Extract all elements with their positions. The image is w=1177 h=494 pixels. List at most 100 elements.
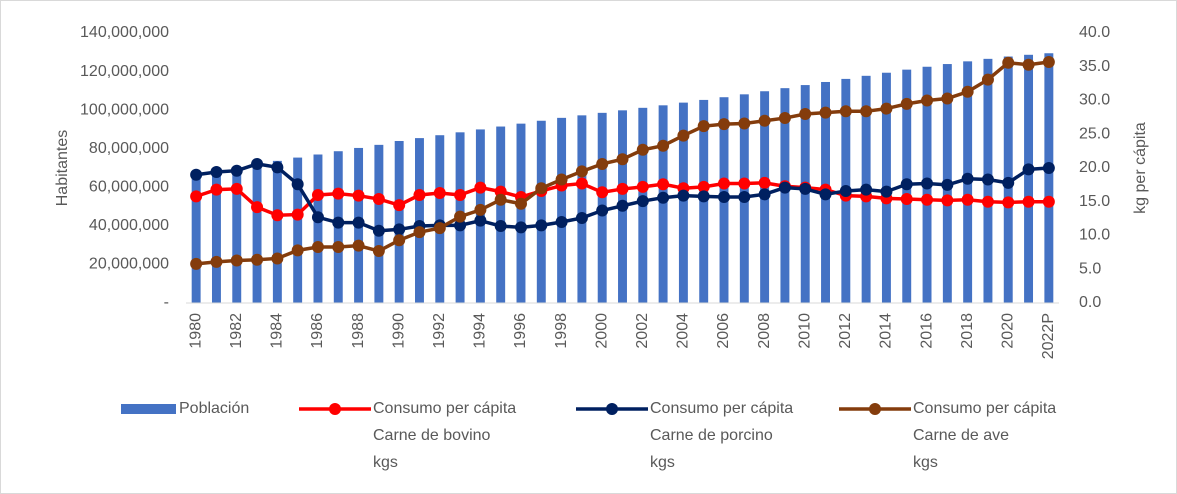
y2-tick-label: 5.0 (1079, 260, 1101, 277)
marker (596, 157, 609, 170)
marker (352, 239, 365, 252)
marker (860, 183, 873, 196)
marker (494, 193, 507, 206)
y2-tick-label: 40.0 (1079, 24, 1110, 41)
legend-label: Consumo per cápita Carne de ave kgs (913, 400, 1057, 471)
marker (311, 211, 324, 224)
bar (577, 115, 587, 303)
marker (575, 211, 588, 224)
marker (860, 105, 873, 118)
marker (1042, 162, 1055, 174)
marker (1002, 56, 1015, 69)
marker (738, 117, 751, 130)
marker (718, 191, 731, 204)
marker (1022, 195, 1035, 208)
marker (271, 252, 284, 265)
bar (211, 170, 221, 303)
marker (210, 183, 223, 196)
marker (921, 193, 934, 206)
marker (1042, 195, 1055, 208)
marker (880, 185, 893, 198)
marker (596, 204, 609, 217)
marker (1022, 58, 1035, 71)
marker (677, 189, 690, 202)
marker (575, 177, 588, 190)
marker (332, 216, 345, 229)
marker (778, 181, 791, 194)
marker (758, 114, 771, 127)
marker (311, 189, 324, 201)
marker (454, 210, 467, 223)
x-tick-label: 1996 (512, 313, 529, 349)
marker (961, 85, 974, 98)
marker (636, 195, 649, 208)
marker (230, 164, 243, 177)
marker (799, 108, 812, 120)
x-tick-label: 2016 (918, 313, 935, 349)
marker (190, 257, 203, 270)
marker (616, 199, 629, 212)
marker (454, 219, 467, 232)
x-tick-label: 2002 (634, 313, 651, 349)
y-tick-label: 140,000,000 (80, 24, 169, 41)
marker (555, 173, 568, 186)
bar (557, 117, 567, 303)
marker (596, 186, 609, 199)
marker (514, 197, 527, 210)
marker (900, 193, 913, 206)
x-tick-label: 1980 (187, 313, 204, 349)
marker (474, 203, 487, 216)
x-tick-label: 2014 (878, 313, 895, 349)
marker (474, 181, 487, 194)
marker (616, 153, 629, 166)
marker (1022, 163, 1035, 176)
y-tick-label: - (164, 294, 169, 311)
marker (393, 234, 406, 247)
y2-tick-label: 30.0 (1079, 92, 1110, 109)
marker (1042, 56, 1055, 69)
marker (575, 165, 588, 178)
bar (435, 135, 445, 303)
bar (232, 167, 242, 303)
x-tick-label: 1992 (431, 313, 448, 349)
legend-marker (329, 403, 341, 415)
marker (819, 188, 832, 201)
x-tick-label: 1990 (390, 313, 407, 349)
y-tick-label: 80,000,000 (89, 140, 169, 157)
bar (678, 102, 688, 303)
y2-tick-label: 15.0 (1079, 193, 1110, 210)
marker (697, 120, 710, 133)
x-tick-label: 2012 (837, 313, 854, 349)
marker (880, 102, 893, 115)
marker (677, 129, 690, 142)
marker (839, 184, 852, 197)
marker (372, 224, 385, 237)
x-tick-label: 2018 (959, 313, 976, 349)
marker (291, 244, 304, 257)
marker (1002, 196, 1015, 209)
x-tick-label: 2008 (756, 313, 773, 349)
legend-swatch (121, 404, 176, 414)
bar (293, 157, 303, 303)
bar (1024, 54, 1034, 303)
marker (900, 178, 913, 191)
marker (535, 182, 548, 195)
marker (941, 194, 954, 207)
marker (738, 177, 751, 190)
y-tick-label: 100,000,000 (80, 101, 169, 118)
y2-tick-label: 20.0 (1079, 159, 1110, 176)
y-tick-label: 40,000,000 (89, 217, 169, 234)
bar (516, 123, 526, 304)
y-tick-label: 20,000,000 (89, 256, 169, 273)
marker (210, 166, 223, 179)
x-tick-label: 1988 (350, 313, 367, 349)
bar (272, 160, 282, 303)
y-tick-label: 120,000,000 (80, 63, 169, 80)
marker (474, 214, 487, 227)
bar (313, 154, 323, 303)
marker (393, 199, 406, 212)
marker (372, 193, 385, 206)
marker (332, 240, 345, 253)
marker (839, 105, 852, 118)
